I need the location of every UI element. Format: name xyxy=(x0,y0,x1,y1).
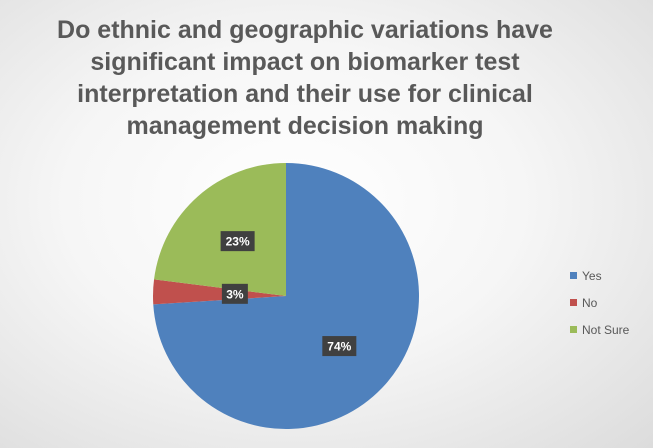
legend-swatch-no xyxy=(570,299,577,306)
data-label-box-not-sure xyxy=(220,231,255,252)
legend-label-no: No xyxy=(582,295,598,310)
pie-slice-yes xyxy=(153,163,419,430)
data-label-yes: 74% xyxy=(322,336,357,357)
legend-label-not-sure: Not Sure xyxy=(582,322,630,337)
data-label-text-no: 3% xyxy=(226,287,244,301)
data-label-box-yes xyxy=(322,336,357,357)
legend-label-yes: Yes xyxy=(582,268,602,283)
legend-item-yes: Yes xyxy=(570,262,629,289)
pie-slice-no xyxy=(153,279,286,305)
legend-item-not-sure: Not Sure xyxy=(570,316,629,343)
data-label-not-sure: 23% xyxy=(220,231,255,252)
pie-slice-not-sure xyxy=(154,163,286,296)
chart-legend: Yes No Not Sure xyxy=(570,262,629,343)
data-label-box-no xyxy=(221,283,248,304)
legend-swatch-yes xyxy=(570,272,577,279)
legend-item-no: No xyxy=(570,289,629,316)
data-label-no: 3% xyxy=(221,283,248,304)
legend-swatch-not-sure xyxy=(570,326,577,333)
data-label-text-not-sure: 23% xyxy=(226,235,250,249)
chart-title: Do ethnic and geographic variations have… xyxy=(57,16,553,140)
data-label-text-yes: 74% xyxy=(327,340,351,354)
